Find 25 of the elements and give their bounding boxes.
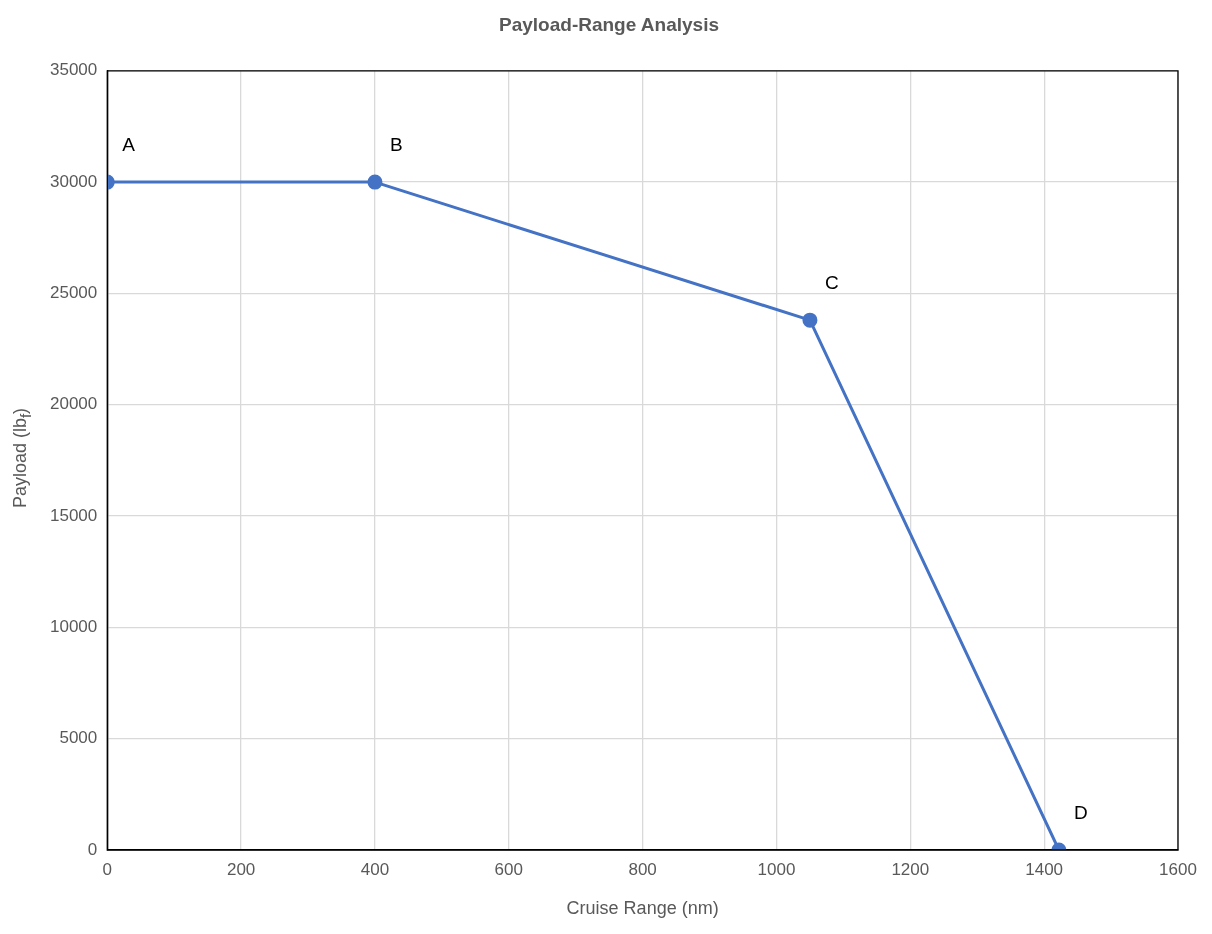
y-tick-label: 20000 [49, 394, 98, 414]
x-tick-label: 400 [360, 859, 390, 879]
point [802, 312, 818, 328]
x-tick-label: 0 [102, 859, 113, 879]
annotation: C [824, 272, 839, 294]
x-tick-label: 1400 [1025, 859, 1064, 879]
annotation: B [389, 134, 403, 156]
x-tick-label: 200 [226, 859, 256, 879]
point [367, 174, 383, 190]
y-tick-label: 35000 [49, 60, 98, 80]
x-tick-label: 800 [628, 859, 657, 879]
annotation: A [122, 134, 136, 156]
y-tick-label: 0 [87, 839, 98, 859]
y-tick-label: 10000 [49, 617, 98, 637]
y-tick-label: 15000 [49, 505, 98, 525]
y-tick-label: 30000 [49, 171, 98, 191]
chart-title: Payload-Range Analysis [499, 13, 719, 35]
x-tick-label: 1600 [1159, 859, 1197, 879]
annotation: D [1073, 802, 1088, 824]
x-tick-label: 1000 [757, 859, 796, 879]
x-axis-title: Cruise Range (nm) [566, 898, 719, 919]
y-tick-label: 25000 [49, 283, 98, 303]
x-tick-label: 1200 [891, 859, 930, 879]
x-tick-label: 600 [494, 859, 523, 879]
y-tick-label: 5000 [59, 728, 98, 748]
